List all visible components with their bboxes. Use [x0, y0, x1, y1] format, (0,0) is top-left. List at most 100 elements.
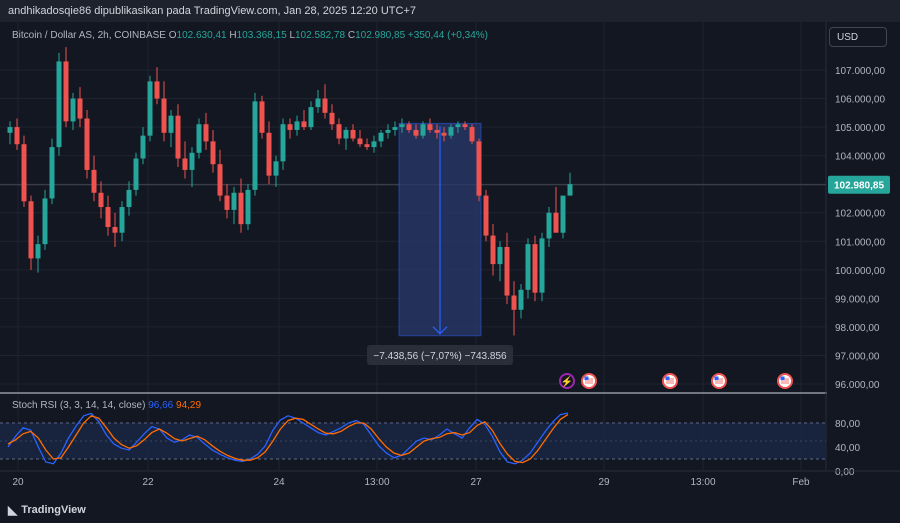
low-label: L [289, 30, 295, 41]
candle-body [161, 98, 167, 133]
candle-body [245, 189, 251, 225]
candle-body [28, 201, 34, 259]
price-tick-label: 107.000,00 [835, 66, 885, 77]
candle-body [490, 235, 496, 265]
candle-body [406, 124, 412, 130]
candle-body [434, 129, 440, 133]
stoch-band [0, 423, 826, 459]
candle-body [196, 124, 202, 153]
candle-body [238, 192, 244, 225]
candle-body [546, 212, 552, 239]
candle-body [371, 141, 377, 148]
candle-body [252, 101, 258, 190]
candle-body [308, 107, 314, 128]
time-tick-label: 24 [273, 477, 285, 488]
candle-body [140, 135, 146, 159]
candle-body [105, 207, 111, 227]
open-label: O [168, 30, 177, 41]
currency-button[interactable]: USD [829, 27, 887, 47]
stoch-tick-label: 40,00 [835, 443, 860, 454]
candle-body [231, 192, 237, 210]
candle-body [455, 124, 461, 128]
candle-body [539, 238, 545, 293]
candle-body [476, 141, 482, 196]
candle-body [392, 127, 398, 130]
candle-body [112, 227, 118, 233]
time-tick-label: Feb [792, 477, 810, 488]
candle-body [273, 161, 279, 176]
price-tick-label: 98.000,00 [835, 323, 880, 334]
candle-body [357, 138, 363, 145]
candle-body [21, 144, 27, 202]
price-tick-label: 97.000,00 [835, 351, 880, 362]
measure-arrow-head [432, 326, 448, 335]
candle-body [336, 124, 342, 139]
measure-label: −7.438,56 (−7,07%) −743.856 [373, 351, 507, 362]
candle-body [14, 127, 20, 145]
candle-body [329, 112, 335, 125]
time-tick-label: 27 [470, 477, 482, 488]
flag-canton [714, 376, 719, 380]
low-value: 102.582,78 [295, 30, 346, 41]
measure-tool[interactable]: −7.438,56 (−7,07%) −743.856 [367, 122, 513, 365]
candle-body [497, 246, 503, 265]
candle-body [119, 207, 125, 233]
candle-body [224, 195, 230, 210]
candle-body [203, 124, 209, 142]
stoch-legend: Stoch RSI (3, 3, 14, 14, close) 96,66 94… [12, 400, 201, 411]
candle-body [56, 61, 62, 148]
stoch-name: Stoch RSI [12, 400, 58, 411]
candle-body [63, 61, 69, 122]
candle-body [343, 129, 349, 139]
candle-body [259, 101, 265, 133]
lightning-icon-bg [559, 373, 575, 389]
candle-body [301, 121, 307, 128]
candle-body [210, 141, 216, 165]
candle-body [70, 98, 76, 122]
candle-body [42, 198, 48, 245]
stoch-k-line [7, 412, 569, 465]
high-value: 103.368,15 [236, 30, 287, 41]
candle-body [182, 158, 188, 170]
time-tick-label: 13:00 [364, 477, 389, 488]
candle-body [504, 246, 510, 296]
flag-canton [584, 376, 589, 380]
stoch-pane[interactable]: 80,00 40,00 0,00 [0, 412, 860, 478]
price-tick-label: 105.000,00 [835, 123, 885, 134]
candle-body [483, 195, 489, 236]
high-label: H [229, 30, 237, 41]
candles [7, 47, 573, 336]
candle-body [364, 144, 370, 148]
price-tick-label: 96.000,00 [835, 380, 880, 391]
candle-body [399, 124, 405, 128]
flag-canton [780, 376, 785, 380]
publish-info: andhikadosqie86 dipublikasikan pada Trad… [8, 5, 416, 17]
price-tick-label: 101.000,00 [835, 237, 885, 248]
price-tick-label: 106.000,00 [835, 95, 885, 106]
candle-body [350, 129, 356, 139]
candle-body [469, 127, 475, 142]
candle-body [448, 127, 454, 136]
candle-body [98, 192, 104, 208]
candle-body [168, 115, 174, 133]
candle-body [35, 244, 41, 259]
price-axis[interactable]: 107.000,00 106.000,00 105.000,00 104.000,00… [827, 22, 900, 470]
stoch-d-line [7, 413, 569, 464]
tradingview-logo[interactable]: ◣ TradingView [8, 503, 86, 517]
event-markers[interactable]: ⚡ [559, 373, 793, 389]
stoch-params: (3, 3, 14, 14, close) [59, 400, 146, 411]
measure-label-bg [367, 345, 513, 365]
time-axis[interactable]: 20 22 24 13:00 27 29 13:00 Feb [0, 470, 900, 488]
lightning-icon: ⚡ [561, 375, 573, 388]
time-tick-label: 29 [598, 477, 610, 488]
candle-body [266, 132, 272, 176]
candle-body [133, 158, 139, 190]
candle-body [385, 129, 391, 133]
price-tick-label: 104.000,00 [835, 152, 885, 163]
flag-canton [665, 376, 670, 380]
close-label: C [347, 30, 356, 41]
candle-body [413, 129, 419, 136]
stoch-tick-label: 0,00 [835, 467, 855, 478]
stoch-tick-label: 80,00 [835, 419, 860, 430]
